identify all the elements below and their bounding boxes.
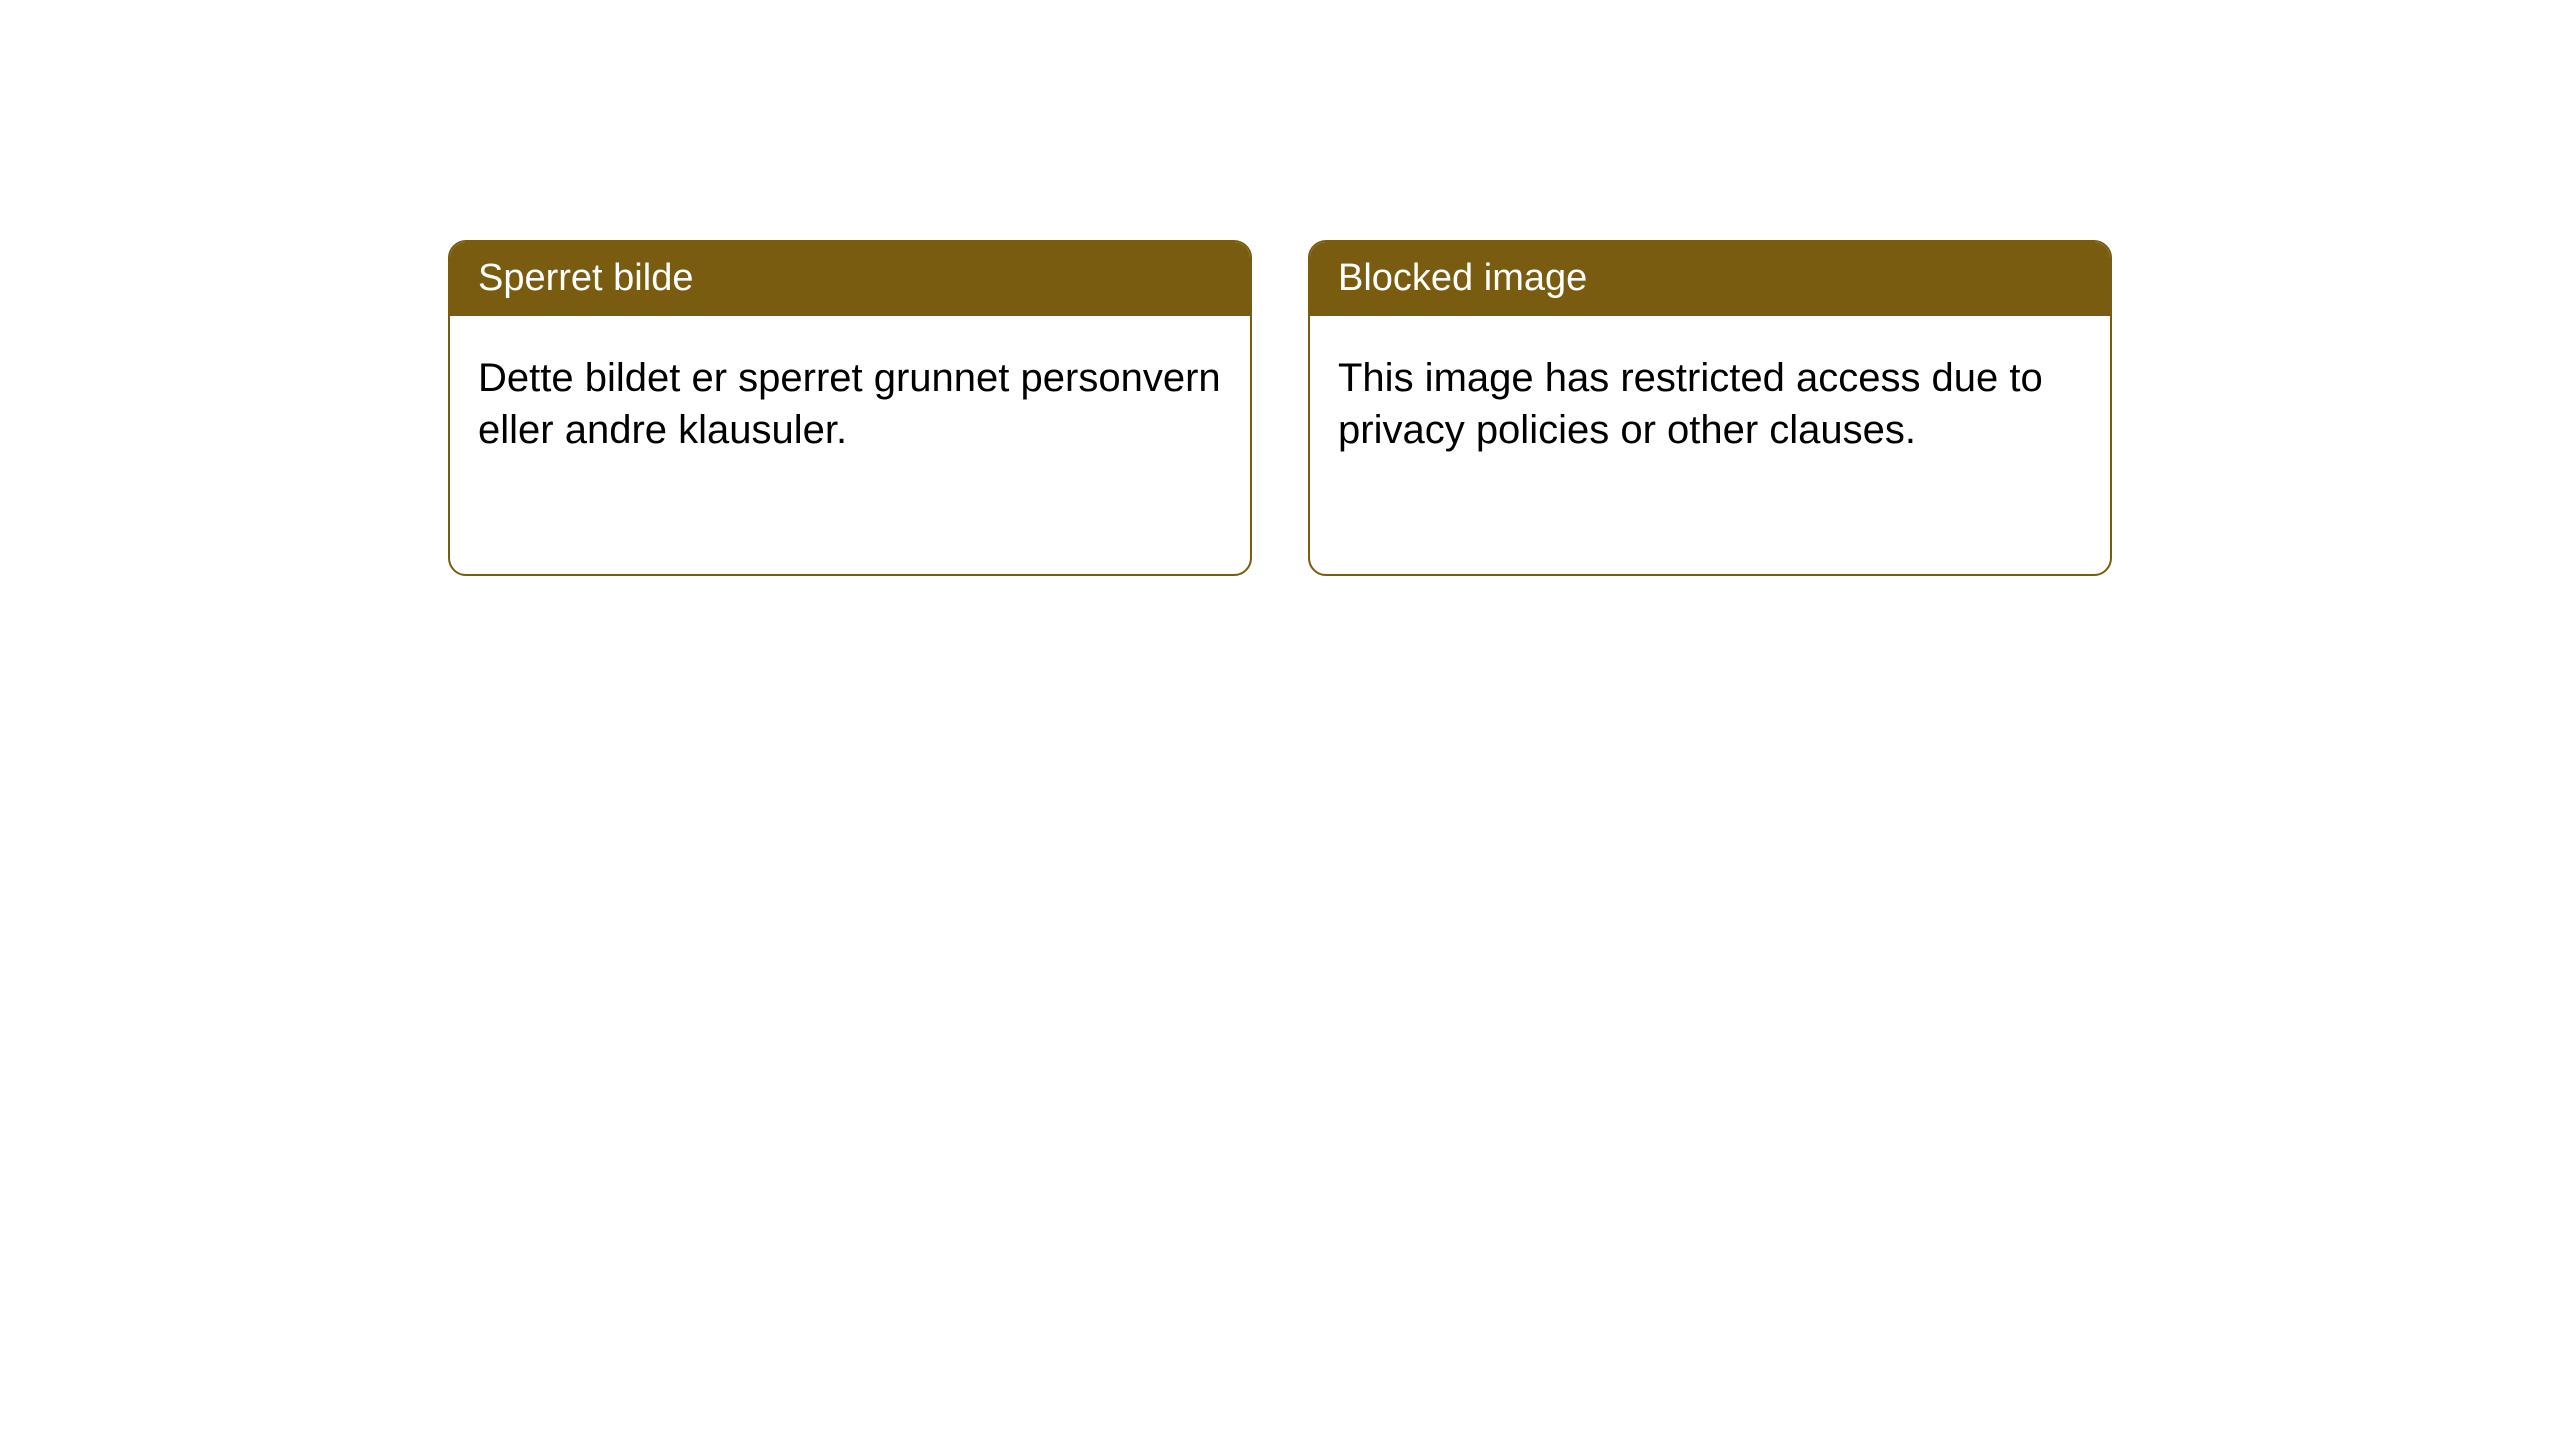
card-body: Dette bildet er sperret grunnet personve… — [450, 316, 1250, 492]
notice-container: Sperret bilde Dette bildet er sperret gr… — [0, 0, 2560, 576]
card-body-text: Dette bildet er sperret grunnet personve… — [478, 356, 1221, 452]
card-title: Blocked image — [1338, 257, 1587, 299]
card-body: This image has restricted access due to … — [1310, 316, 2110, 492]
blocked-image-card-no: Sperret bilde Dette bildet er sperret gr… — [448, 240, 1252, 576]
card-title: Sperret bilde — [478, 257, 693, 299]
card-header: Blocked image — [1310, 242, 2110, 316]
card-body-text: This image has restricted access due to … — [1338, 356, 2043, 452]
card-header: Sperret bilde — [450, 242, 1250, 316]
blocked-image-card-en: Blocked image This image has restricted … — [1308, 240, 2112, 576]
